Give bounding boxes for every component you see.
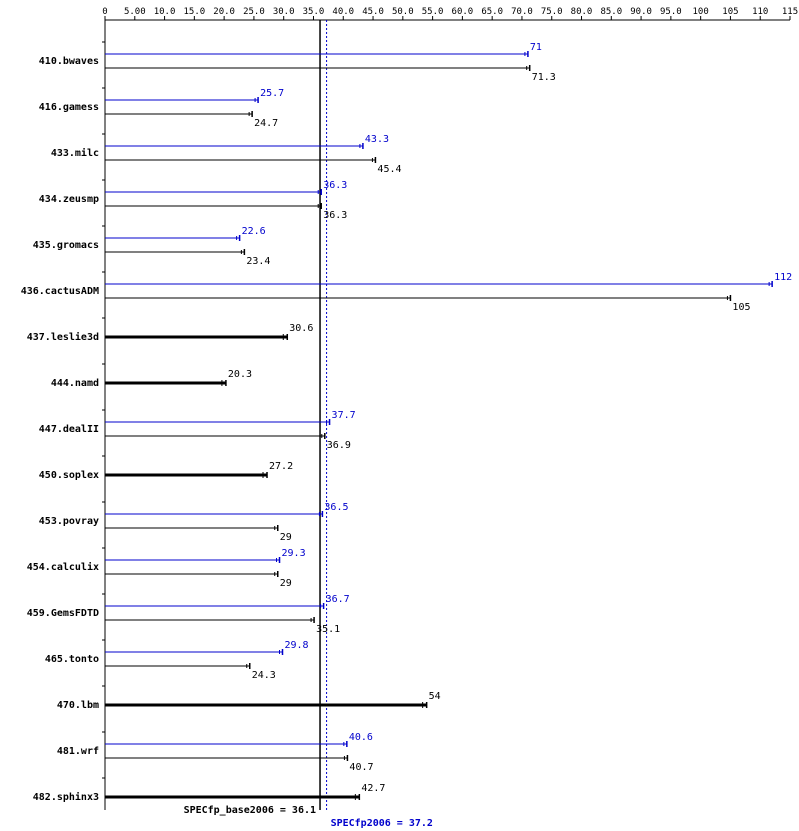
peak-value: 36.7 [326,594,350,605]
benchmark-label: 465.tonto [45,654,99,665]
base-value: 24.3 [252,670,276,681]
peak-value: 29.3 [282,548,306,559]
x-tick-label: 110 [752,7,768,17]
benchmark-label: 450.soplex [39,470,99,481]
base-value: 30.6 [289,323,313,334]
base-value: 105 [732,302,750,313]
x-tick-label: 70.0 [511,7,533,17]
base-value: 40.7 [349,762,373,773]
base-value: 71.3 [532,72,556,83]
x-tick-label: 45.0 [362,7,384,17]
benchmark-label: 410.bwaves [39,56,99,67]
peak-value: 22.6 [242,226,266,237]
peak-value: 112 [774,272,792,283]
x-tick-label: 80.0 [571,7,593,17]
x-tick-label: 115 [782,7,798,17]
benchmark-label: 437.leslie3d [27,331,99,343]
x-tick-label: 85.0 [600,7,622,17]
base-value: 35.1 [316,624,340,635]
benchmark-label: 481.wrf [57,746,99,757]
benchmark-label: 444.namd [51,378,99,389]
base-value: 36.9 [327,440,351,451]
peak-value: 71 [530,42,542,53]
peak-value: 43.3 [365,134,389,145]
x-tick-label: 5.00 [124,7,146,17]
x-tick-label: 105 [722,7,738,17]
peak-value: 40.6 [349,732,373,743]
x-tick-label: 0 [102,7,107,17]
x-tick-label: 25.0 [243,7,265,17]
peak-value: 37.7 [332,410,356,421]
reference-peak-label: SPECfp2006 = 37.2 [331,818,433,829]
x-tick-label: 40.0 [332,7,354,17]
x-tick-label: 95.0 [660,7,682,17]
x-tick-label: 75.0 [541,7,563,17]
base-value: 36.3 [323,210,347,221]
x-tick-label: 30.0 [273,7,295,17]
x-tick-label: 35.0 [303,7,325,17]
base-value: 27.2 [269,461,293,472]
peak-value: 36.5 [324,502,348,513]
benchmark-label: 482.sphinx3 [33,791,99,803]
base-value: 45.4 [377,164,401,175]
x-tick-label: 90.0 [630,7,652,17]
x-tick-label: 20.0 [213,7,235,17]
reference-base-label: SPECfp_base2006 = 36.1 [184,805,316,816]
benchmark-label: 416.gamess [39,102,99,113]
peak-value: 36.3 [323,180,347,191]
benchmark-label: 435.gromacs [33,240,99,251]
base-value: 42.7 [361,783,385,794]
spec-benchmark-chart: 0 5.00 10.0 15.0 20.0 25.0 30.0 35.0 40.0 45.0 50.… [0,0,799,831]
x-tick-label: 50.0 [392,7,414,17]
x-tick-label: 60.0 [452,7,474,17]
base-value: 23.4 [246,256,270,267]
base-value: 29 [280,578,292,589]
x-tick-label: 15.0 [184,7,206,17]
x-tick-label: 55.0 [422,7,444,17]
x-tick-label: 100 [693,7,709,17]
benchmark-label: 447.dealII [39,424,99,435]
peak-value: 29.8 [285,640,309,651]
benchmark-label: 434.zeusmp [39,194,99,205]
benchmark-label: 453.povray [39,516,99,527]
x-tick-label: 10.0 [154,7,176,17]
peak-value: 25.7 [260,88,284,99]
base-value: 20.3 [228,369,252,380]
x-tick-label: 65.0 [481,7,503,17]
benchmark-label: 470.lbm [57,700,99,711]
benchmark-label: 454.calculix [27,561,99,573]
base-value: 54 [429,691,441,702]
base-value: 29 [280,532,292,543]
benchmark-label: 436.cactusADM [21,286,99,297]
benchmark-label: 459.GemsFDTD [27,608,99,619]
base-value: 24.7 [254,118,278,129]
benchmark-label: 433.milc [51,147,99,159]
